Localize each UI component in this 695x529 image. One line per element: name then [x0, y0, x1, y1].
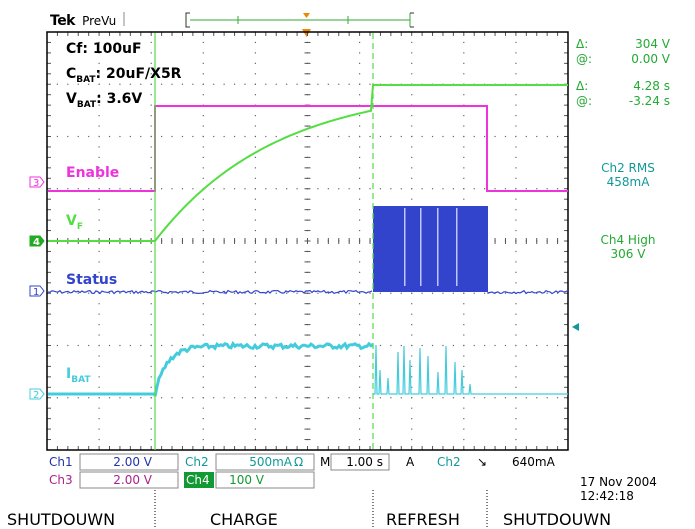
vf-label: VF [66, 213, 83, 232]
trigger-mode[interactable]: A [406, 455, 415, 469]
trigger-time-marker[interactable] [303, 13, 310, 18]
vbat-annotation: VBAT: 3.6V [66, 91, 142, 110]
at-time-symbol: @: [576, 94, 592, 108]
status-trace-tail [487, 289, 569, 295]
ch3-marker[interactable]: 3 [29, 176, 45, 189]
brand-logo: Tek [50, 13, 76, 29]
mode-label: PreVu [82, 14, 117, 28]
delta-voltage-value: 304 V [635, 37, 671, 51]
trigger-source[interactable]: Ch2 [437, 455, 461, 469]
ch1-marker[interactable]: 1 [29, 285, 45, 298]
trigger-level-arrow[interactable] [572, 323, 579, 331]
enable-label: Enable [66, 165, 119, 181]
svg-text:4: 4 [33, 237, 40, 248]
ch2-value-box[interactable] [215, 453, 315, 471]
delta-voltage-symbol: Δ: [576, 37, 588, 51]
status-trace [47, 289, 373, 295]
meas-2-name: Ch4 High [600, 233, 655, 247]
ch4-marker[interactable]: 4 [29, 235, 45, 248]
at-voltage-value: 0.00 V [631, 52, 671, 66]
graticule-border [46, 31, 569, 451]
ch2-status-label[interactable]: Ch2 [185, 455, 209, 469]
svg-text:3: 3 [33, 178, 39, 189]
burst-gap [456, 208, 458, 286]
phase-labels: SHUTDOUWN CHARGE REFRESH SHUTDOUWN [7, 510, 611, 529]
status-label: Status [66, 272, 117, 288]
trigger-slope[interactable]: ↘ [477, 455, 487, 469]
phase-label: SHUTDOUWN [7, 510, 115, 529]
at-time-value: -3.24 s [629, 94, 670, 108]
ch2-marker[interactable]: 2 [29, 388, 45, 401]
ch4-label-badge[interactable] [184, 472, 214, 488]
vf-trace [48, 84, 568, 242]
timebase-value: 1.00 s [346, 455, 383, 469]
timebase-label[interactable]: M [320, 455, 330, 469]
status-burst [373, 206, 488, 292]
ch2-status-value: 500mA [249, 455, 293, 469]
ch3-status-value: 2.00 V [113, 473, 153, 487]
phase-label: CHARGE [210, 510, 278, 529]
measurement-panel: Ch2 RMS 458mA Ch4 High 306 V [600, 161, 655, 261]
burst-gap [437, 208, 439, 286]
trigger-position-marker[interactable] [302, 29, 311, 37]
ibat-refresh-trace [373, 344, 568, 395]
cf-annotation: Cf: 100uF [66, 41, 142, 57]
capture-date: 17 Nov 2004 [580, 475, 657, 489]
ch3-status-label[interactable]: Ch3 [49, 473, 73, 487]
ibat-trace [48, 340, 374, 397]
ch3-value-box[interactable] [79, 471, 179, 489]
meas-1-value: 458mA [607, 175, 651, 189]
trigger-level[interactable]: 640mA [512, 455, 556, 469]
phase-label: SHUTDOUWN [503, 510, 611, 529]
ch4-value-box[interactable] [215, 471, 315, 489]
burst-gap [404, 208, 406, 286]
capture-time: 12:42:18 [580, 489, 634, 503]
svg-text:1: 1 [33, 287, 39, 298]
waveform-traces [47, 84, 569, 397]
ch4-status-label[interactable]: Ch4 [186, 473, 210, 487]
phase-label: REFRESH [386, 510, 460, 529]
ch4-status-value: 100 V [229, 473, 265, 487]
enable-trace [48, 105, 568, 192]
ch1-value-box[interactable] [79, 453, 179, 471]
ch1-status-value: 2.00 V [113, 455, 153, 469]
at-voltage-symbol: @: [576, 52, 592, 66]
delta-time-symbol: Δ: [576, 79, 588, 93]
cursor-readout: Δ: 304 V @: 0.00 V Δ: 4.28 s @: -3.24 s [576, 37, 671, 108]
svg-text:2: 2 [33, 390, 39, 401]
scope-header: Tek PreVu [50, 10, 320, 29]
meas-2-value: 306 V [611, 247, 647, 261]
ch2-status-unit: Ω [294, 455, 303, 469]
delta-time-value: 4.28 s [633, 79, 670, 93]
timebase-value-box[interactable] [330, 453, 390, 471]
status-bar: Ch1 2.00 V Ch2 500mA Ω M 1.00 s A Ch2 ↘ … [49, 453, 657, 503]
ibat-label: IBAT [66, 366, 91, 385]
meas-1-name: Ch2 RMS [601, 161, 655, 175]
ch1-status-label[interactable]: Ch1 [49, 455, 73, 469]
record-position-bar[interactable] [185, 12, 414, 28]
burst-gap [420, 208, 422, 286]
cbat-annotation: CBAT: 20uF/X5R [66, 66, 182, 85]
